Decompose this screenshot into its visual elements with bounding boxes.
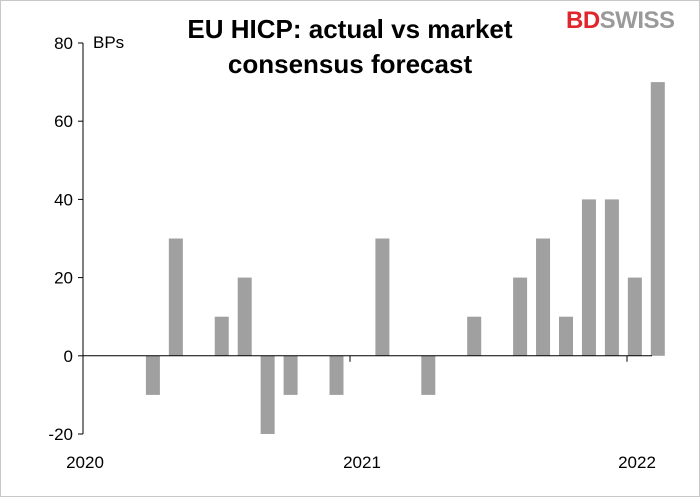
chart-title-line-2: consensus forecast: [228, 49, 473, 79]
y-tick-label: -20: [48, 425, 73, 444]
bar: [214, 316, 229, 356]
bar: [237, 277, 252, 356]
bar: [536, 238, 551, 356]
bar: [581, 199, 596, 356]
bar: [559, 316, 573, 356]
y-tick-label: 0: [64, 347, 73, 366]
bar: [260, 355, 275, 434]
y-tick-label: 20: [54, 269, 73, 288]
bar: [467, 316, 482, 356]
chart-title-line-1: EU HICP: actual vs market: [187, 14, 512, 44]
y-axis: -20 0 20 40 60 80: [48, 34, 84, 444]
logo-text-swiss: SWISS: [599, 7, 675, 34]
bar: [145, 355, 160, 395]
bar: [513, 277, 528, 356]
x-tick-label: 2020: [66, 453, 104, 472]
bars: [145, 82, 665, 434]
bar: [329, 355, 344, 395]
x-axis: 2020 2021 2022: [66, 355, 656, 472]
bar: [604, 199, 619, 356]
bdswiss-logo: BD SWISS: [566, 6, 675, 36]
x-tick-label: 2021: [343, 453, 381, 472]
bar: [421, 355, 436, 395]
y-tick-label: 80: [54, 34, 73, 53]
logo-text-bd: BD: [566, 7, 600, 34]
y-tick-label: 60: [54, 112, 73, 131]
bar: [283, 355, 298, 395]
chart-title: EU HICP: actual vs market consensus fore…: [187, 14, 512, 79]
bar: [168, 238, 183, 356]
y-axis-unit-label: BPs: [93, 33, 124, 52]
bar: [627, 277, 642, 356]
bar: [650, 82, 665, 356]
x-tick-label: 2022: [618, 453, 656, 472]
bar: [375, 238, 390, 356]
y-tick-label: 40: [54, 190, 73, 209]
